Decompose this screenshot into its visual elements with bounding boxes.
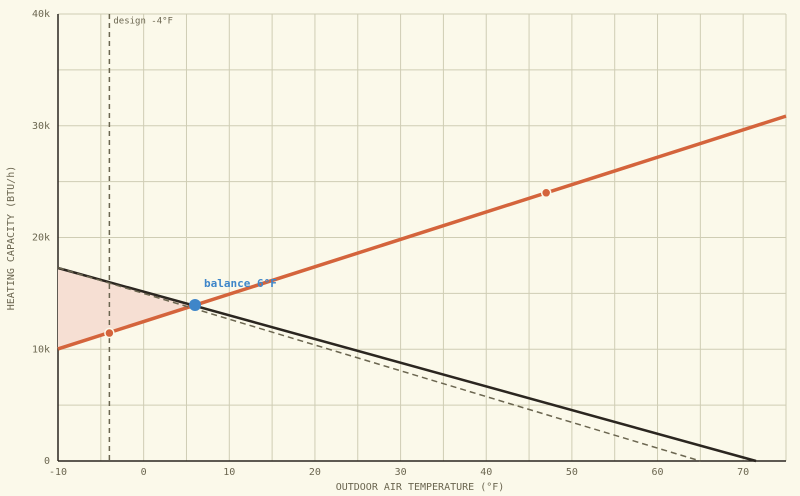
x-tick-label: 20	[309, 467, 321, 478]
y-tick-label: 40k	[32, 9, 50, 20]
y-tick-label: 10k	[32, 344, 50, 355]
series-line	[57, 266, 701, 462]
x-tick-label: 60	[652, 467, 664, 478]
x-axis-label: OUTDOOR AIR TEMPERATURE (°F)	[336, 482, 505, 493]
rated-point	[104, 327, 115, 339]
x-tick-label: -10	[49, 467, 67, 478]
series-line	[57, 266, 757, 463]
balance-point	[189, 298, 202, 311]
x-tick-label: 10	[223, 467, 235, 478]
x-tick-label: 40	[480, 467, 492, 478]
balance-label: balance 6°F	[204, 277, 277, 290]
deficit-area	[58, 268, 196, 349]
x-tick-label: 0	[141, 467, 147, 478]
design-label: design -4°F	[113, 17, 173, 27]
x-tick-label: 50	[566, 467, 578, 478]
rated-point	[540, 187, 552, 199]
y-axis-label: HEATING CAPACITY (BTU/h)	[6, 166, 17, 311]
x-tick-label: 70	[737, 467, 749, 478]
x-tick-label: 30	[395, 467, 407, 478]
y-tick-label: 30k	[32, 121, 50, 132]
series-line	[57, 114, 787, 351]
y-tick-label: 20k	[32, 233, 50, 244]
y-tick-label: 0	[44, 456, 50, 467]
